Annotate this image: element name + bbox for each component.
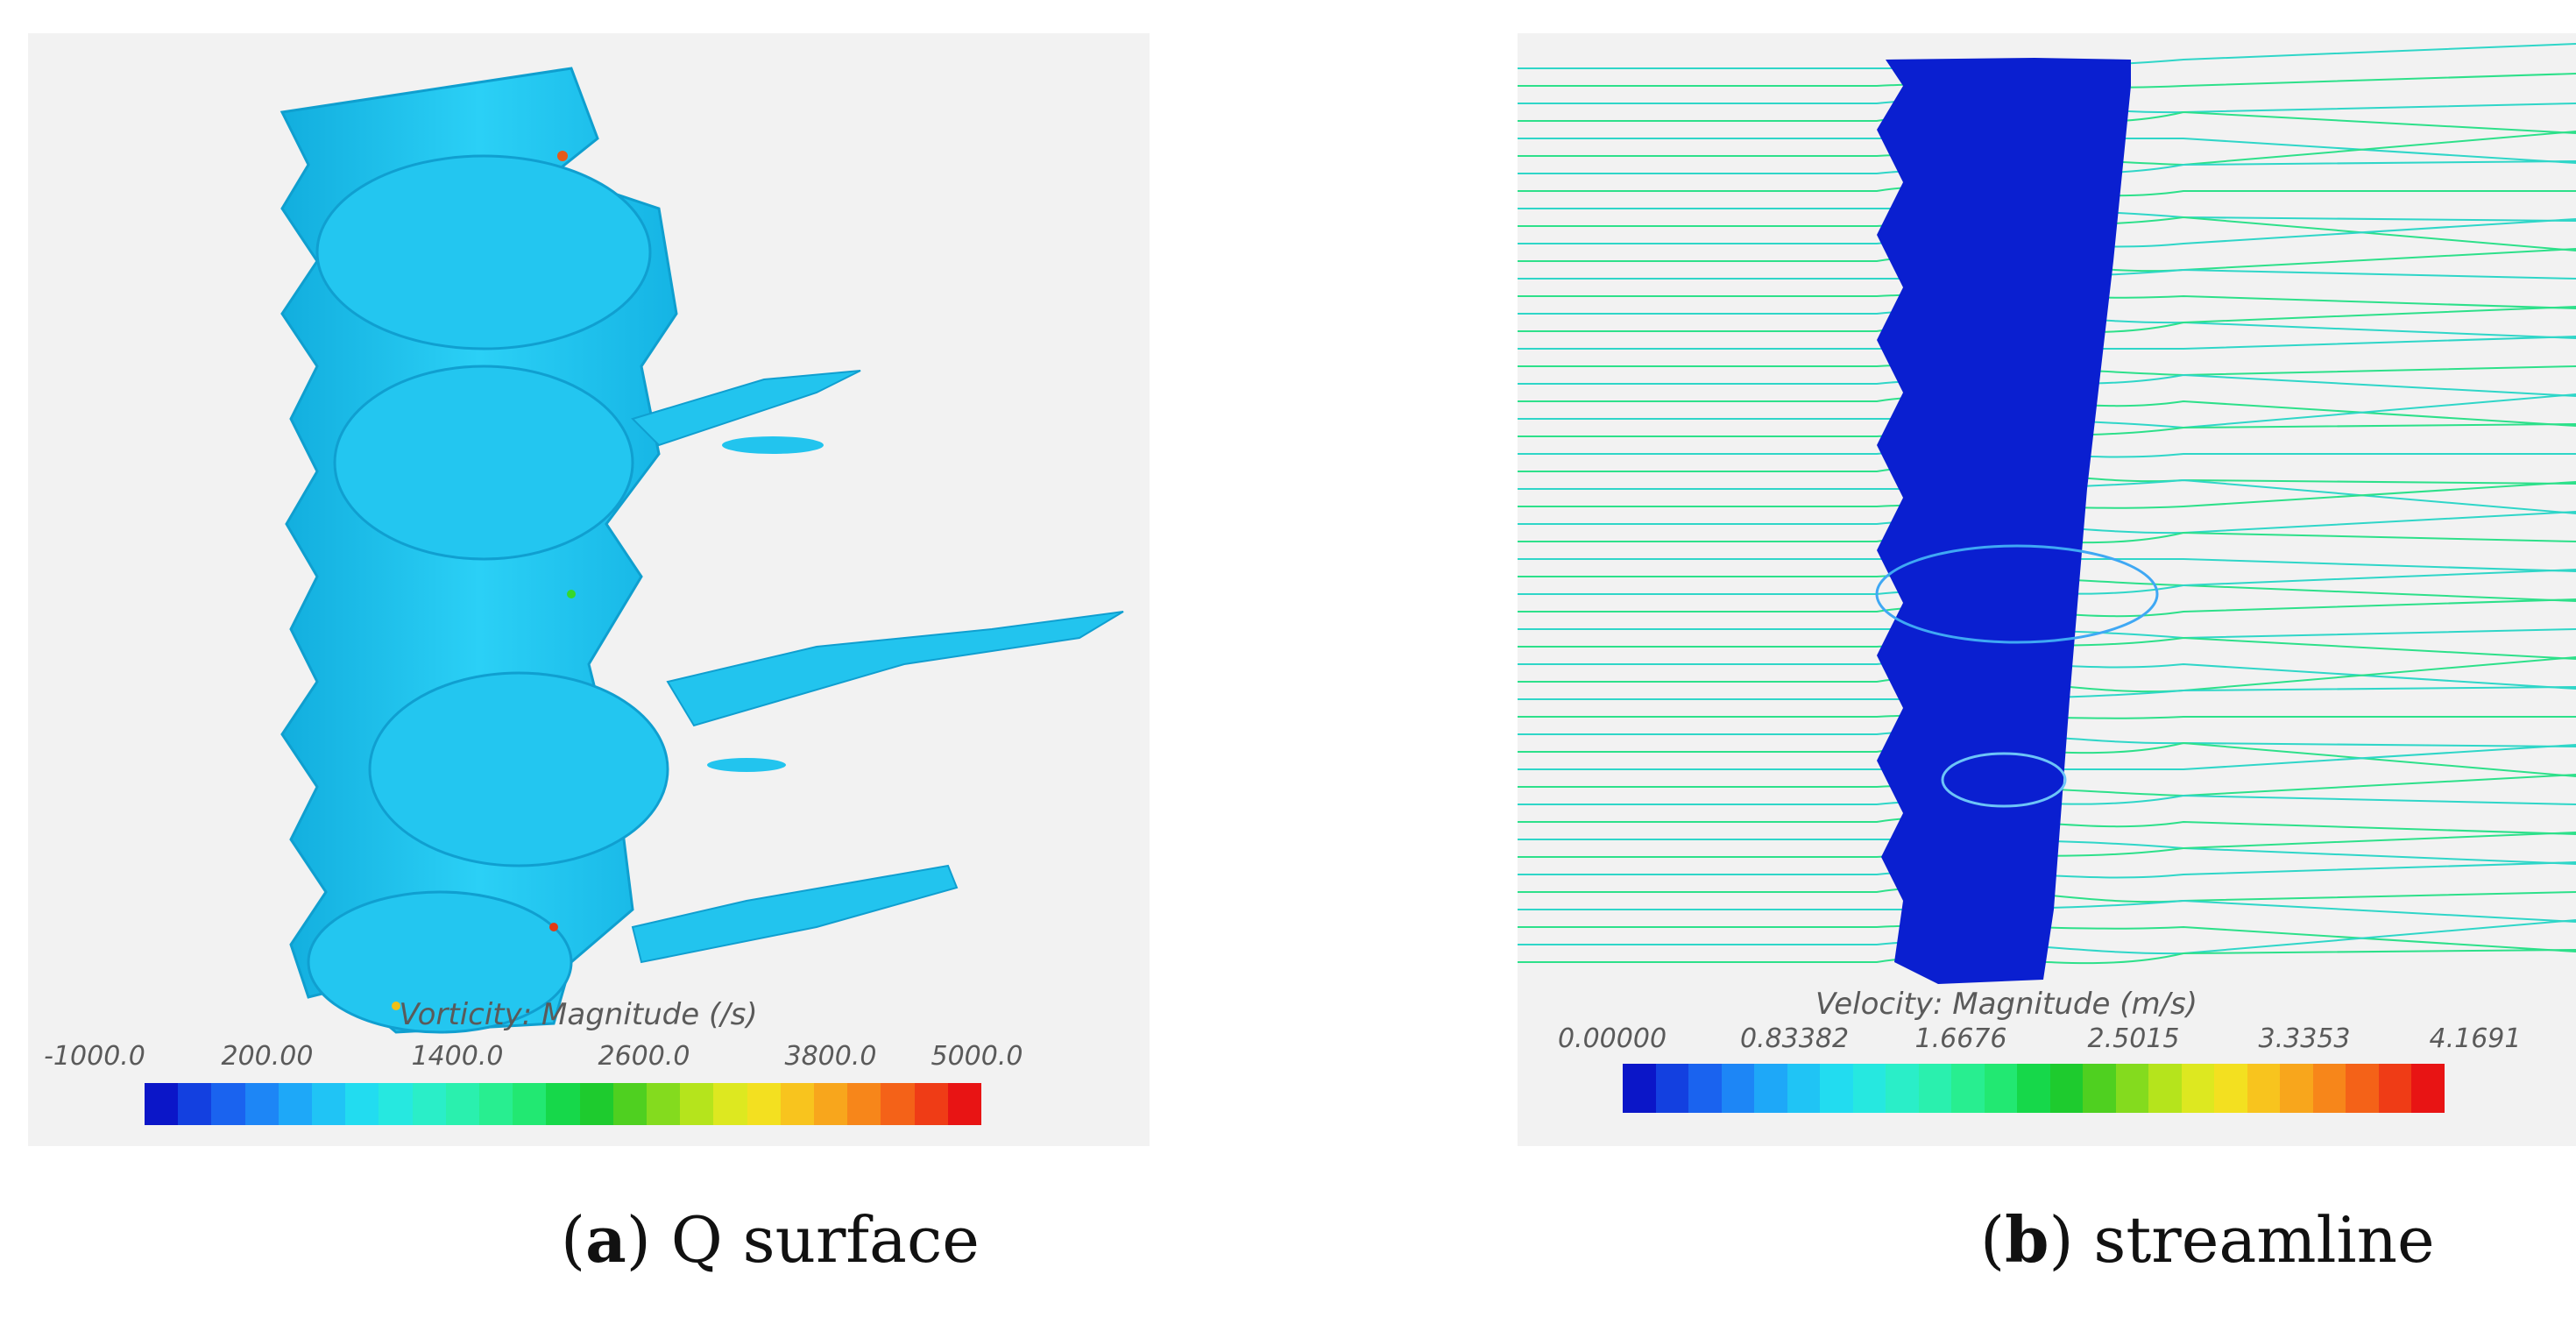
colorbar-swatch — [379, 1083, 413, 1125]
colorbar-swatch — [244, 1083, 279, 1125]
colorbar-swatch — [2280, 1064, 2313, 1113]
colorbar-tick-a: 2600.0 — [598, 1041, 690, 1072]
colorbar-swatch — [479, 1083, 513, 1125]
colorbar-tick-b: 0.83382 — [1739, 1023, 1850, 1054]
colorbar-swatch — [2083, 1064, 2116, 1113]
colorbar-swatch — [647, 1083, 681, 1125]
colorbar-swatch — [947, 1083, 982, 1125]
colorbar-swatch — [1918, 1064, 1952, 1113]
colorbar-swatch — [1787, 1064, 1821, 1113]
wake-tube — [707, 758, 786, 772]
wake-tube — [666, 611, 1124, 727]
colorbar-swatch — [412, 1083, 446, 1125]
colorbar-swatch — [881, 1083, 915, 1125]
colorbar-swatch — [1984, 1064, 2018, 1113]
colorbar-swatch — [847, 1083, 881, 1125]
colorbar-swatch — [145, 1083, 179, 1125]
vortex-lobe — [315, 154, 652, 350]
colorbar-swatch — [2017, 1064, 2050, 1113]
colorbar-swatch — [680, 1083, 714, 1125]
colorbar-swatch — [178, 1083, 212, 1125]
colorbar-swatch — [2312, 1064, 2346, 1113]
colorbar-tick-b: 3.3353 — [2258, 1023, 2351, 1054]
render-viewport-b — [1518, 33, 2576, 1146]
colorbar-tick-b: 1.6676 — [1914, 1023, 2007, 1054]
colorbar-swatch — [713, 1083, 747, 1125]
colorbar-tick-b: 0.00000 — [1557, 1023, 1667, 1054]
colorbar-swatch — [2148, 1064, 2182, 1113]
colorbar-tick-a: -1000.0 — [44, 1041, 145, 1072]
colorbar-a — [145, 1083, 982, 1125]
colorbar-swatch — [914, 1083, 948, 1125]
colorbar-swatch — [445, 1083, 480, 1125]
colorbar-swatch — [2049, 1064, 2084, 1113]
q-surface-render — [280, 67, 1124, 1034]
colorbar-swatch — [1655, 1064, 1689, 1113]
render-viewport-a — [28, 33, 1150, 1146]
vortex-lobe — [368, 671, 669, 867]
streamline-render — [1518, 43, 2576, 984]
colorbar-swatch — [1721, 1064, 1755, 1113]
colorbar-tick-a: 5000.0 — [931, 1041, 1023, 1072]
colorbar-title-a: Vorticity: Magnitude (/s) — [399, 997, 758, 1032]
vortex-lobe — [333, 365, 634, 561]
wake-tube — [631, 370, 861, 447]
colorbar-swatch — [1820, 1064, 1853, 1113]
colorbar-swatch — [814, 1083, 848, 1125]
colorbar-swatch — [546, 1083, 580, 1125]
vortex-core — [1875, 544, 2159, 644]
colorbar-tick-a: 200.00 — [221, 1041, 314, 1072]
colorbar-tick-a: 1400.0 — [411, 1041, 504, 1072]
colorbar-swatch — [278, 1083, 313, 1125]
colorbar-swatch — [1852, 1064, 1886, 1113]
colorbar-swatch — [1951, 1064, 1985, 1113]
colorbar-swatch — [747, 1083, 781, 1125]
colorbar-swatch — [612, 1083, 648, 1125]
colorbar-swatch — [2378, 1064, 2412, 1113]
panel-streamline: Velocity: Magnitude (m/s) 0.00000 0.8338… — [1507, 0, 2576, 1324]
colorbar-swatch — [2411, 1064, 2445, 1113]
colorbar-swatch — [513, 1083, 547, 1125]
blade-body — [1877, 58, 2131, 984]
colorbar-title-b: Velocity: Magnitude (m/s) — [1815, 987, 2198, 1022]
colorbar-swatch — [211, 1083, 245, 1125]
vortex-core — [1941, 752, 2067, 808]
colorbar-swatch — [1623, 1064, 1656, 1113]
colorbar-swatch — [780, 1083, 815, 1125]
colorbar-tick-b: 2.5015 — [2087, 1023, 2180, 1054]
colorbar-swatch — [2346, 1064, 2379, 1113]
colorbar-swatch — [345, 1083, 379, 1125]
wake-tube — [722, 436, 824, 454]
wake-tube — [631, 864, 959, 964]
colorbar-swatch — [1754, 1064, 1787, 1113]
caption-a: (a) Q surface — [561, 1202, 980, 1277]
colorbar-swatch — [1688, 1064, 1722, 1113]
colorbar-swatch — [312, 1083, 346, 1125]
colorbar-swatch — [2181, 1064, 2215, 1113]
colorbar-tick-b: 4.1691 — [2429, 1023, 2522, 1054]
vortex-lobe — [307, 890, 573, 1034]
colorbar-tick-a: 3800.0 — [784, 1041, 877, 1072]
caption-b: (b) streamline — [1980, 1202, 2435, 1277]
panel-q-surface: Vorticity: Magnitude (/s) -1000.0 200.00… — [0, 0, 1165, 1324]
colorbar-b — [1623, 1064, 2445, 1113]
colorbar-swatch — [2247, 1064, 2281, 1113]
colorbar-swatch — [579, 1083, 613, 1125]
colorbar-swatch — [2115, 1064, 2149, 1113]
colorbar-swatch — [2214, 1064, 2247, 1113]
colorbar-swatch — [1886, 1064, 1919, 1113]
